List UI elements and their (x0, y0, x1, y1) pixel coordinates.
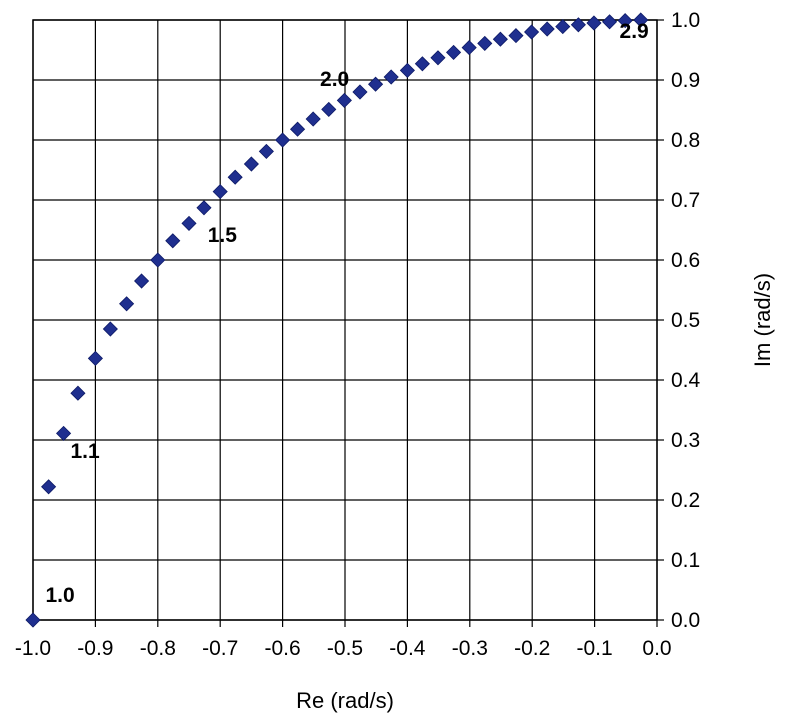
data-point (617, 13, 633, 29)
y-tick-label: 0.3 (671, 429, 700, 452)
data-point (181, 215, 197, 231)
data-point (165, 233, 181, 249)
data-point (119, 296, 135, 312)
x-axis-label: Re (rad/s) (296, 688, 394, 713)
y-tick-label: 0.4 (671, 369, 701, 392)
data-point (633, 12, 649, 28)
data-point (492, 31, 508, 47)
data-point (258, 143, 274, 159)
data-point (70, 385, 86, 401)
data-point (524, 24, 540, 40)
data-point (56, 425, 72, 441)
x-tick-label: -0.8 (140, 637, 176, 660)
data-point (102, 321, 118, 337)
y-axis: 0.0 0.1 0.2 0.3 0.4 0.5 0.6 0.7 0.8 0.9 1.0 (671, 9, 701, 632)
data-point (539, 21, 555, 37)
data-point (414, 56, 430, 72)
y-tick-label: 0.2 (671, 489, 700, 512)
y-tick-label: 0.1 (671, 549, 700, 572)
y-tick-label: 0.8 (671, 129, 700, 152)
data-point (602, 14, 618, 30)
x-tick-label: -0.6 (265, 637, 301, 660)
point-annotation: 1.0 (45, 584, 74, 607)
data-point (352, 84, 368, 100)
data-point (570, 17, 586, 33)
x-tick-label: 0.0 (642, 637, 671, 660)
data-point (461, 40, 477, 56)
y-tick-label: 0.6 (671, 249, 700, 272)
data-point (41, 479, 57, 495)
data-point (586, 15, 602, 31)
y-tick-label: 0.5 (671, 309, 700, 332)
y-tick-label: 0.9 (671, 69, 700, 92)
annotations: 1.0 1.1 1.5 2.0 2.9 (45, 20, 648, 607)
data-point (25, 612, 41, 628)
x-tick-label: -1.0 (15, 637, 51, 660)
data-point (87, 350, 103, 366)
x-tick-label: -0.5 (327, 637, 363, 660)
y-tick-label: 0.0 (671, 609, 700, 632)
data-point (290, 121, 306, 137)
data-point (477, 35, 493, 51)
point-annotation: 1.1 (70, 440, 100, 463)
x-tick-label: -0.7 (202, 637, 238, 660)
point-annotation: 2.0 (320, 68, 349, 91)
data-point (275, 132, 291, 148)
data-point (196, 200, 212, 216)
data-point (555, 19, 571, 35)
data-point (336, 92, 352, 108)
point-annotation: 1.5 (208, 224, 238, 247)
x-tick-label: -0.9 (77, 637, 113, 660)
data-point (508, 28, 524, 44)
data-point (368, 76, 384, 92)
data-point (212, 184, 228, 200)
x-tick-label: -0.2 (514, 637, 550, 660)
y-tick-label: 0.7 (671, 189, 700, 212)
point-annotation: 2.9 (620, 20, 649, 43)
data-point (150, 252, 166, 268)
data-series (25, 12, 649, 628)
y-axis-label: Im (rad/s) (750, 273, 775, 367)
x-tick-label: -0.3 (452, 637, 488, 660)
x-axis: -1.0 -0.9 -0.8 -0.7 -0.6 -0.5 -0.4 -0.3 -0.2 -0.1… (15, 637, 672, 660)
data-point (305, 111, 321, 127)
data-point (321, 101, 337, 117)
data-point (446, 44, 462, 60)
data-point (134, 273, 150, 289)
data-point (430, 50, 446, 66)
data-point (227, 169, 243, 185)
x-tick-label: -0.1 (577, 637, 613, 660)
grid (32, 19, 664, 627)
x-tick-label: -0.4 (389, 637, 426, 660)
data-point (243, 156, 259, 172)
y-tick-label: 1.0 (671, 9, 700, 32)
data-point (383, 69, 399, 85)
data-point (399, 62, 415, 78)
